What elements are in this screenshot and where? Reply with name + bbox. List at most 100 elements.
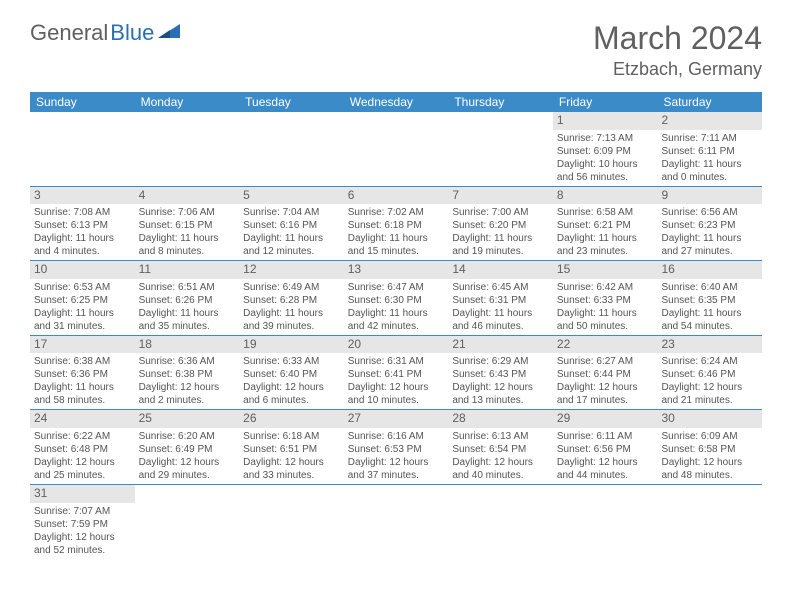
sunset-text: Sunset: 6:49 PM bbox=[139, 443, 236, 456]
daylight2-text: and 13 minutes. bbox=[452, 394, 549, 407]
day-info: Sunrise: 7:13 AMSunset: 6:09 PMDaylight:… bbox=[557, 132, 654, 184]
sunrise-text: Sunrise: 6:27 AM bbox=[557, 355, 654, 368]
day-number: 30 bbox=[657, 410, 762, 428]
day-header: Monday bbox=[135, 92, 240, 112]
day-number: 19 bbox=[239, 336, 344, 354]
day-number: 8 bbox=[553, 187, 658, 205]
sunrise-text: Sunrise: 6:47 AM bbox=[348, 281, 445, 294]
location: Etzbach, Germany bbox=[593, 59, 762, 80]
daylight2-text: and 42 minutes. bbox=[348, 320, 445, 333]
daylight1-text: Daylight: 11 hours bbox=[452, 232, 549, 245]
page-header: General Blue March 2024 Etzbach, Germany bbox=[30, 20, 762, 80]
day-cell: 4Sunrise: 7:06 AMSunset: 6:15 PMDaylight… bbox=[135, 187, 240, 261]
day-info: Sunrise: 6:51 AMSunset: 6:26 PMDaylight:… bbox=[139, 281, 236, 333]
day-info: Sunrise: 6:16 AMSunset: 6:53 PMDaylight:… bbox=[348, 430, 445, 482]
sunset-text: Sunset: 6:20 PM bbox=[452, 219, 549, 232]
day-cell: 12Sunrise: 6:49 AMSunset: 6:28 PMDayligh… bbox=[239, 261, 344, 335]
week-row: 3Sunrise: 7:08 AMSunset: 6:13 PMDaylight… bbox=[30, 187, 762, 262]
sunset-text: Sunset: 6:51 PM bbox=[243, 443, 340, 456]
day-cell: 29Sunrise: 6:11 AMSunset: 6:56 PMDayligh… bbox=[553, 410, 658, 484]
day-cell: 23Sunrise: 6:24 AMSunset: 6:46 PMDayligh… bbox=[657, 336, 762, 410]
day-header: Friday bbox=[553, 92, 658, 112]
sunrise-text: Sunrise: 7:13 AM bbox=[557, 132, 654, 145]
sunrise-text: Sunrise: 6:11 AM bbox=[557, 430, 654, 443]
day-info: Sunrise: 6:09 AMSunset: 6:58 PMDaylight:… bbox=[661, 430, 758, 482]
day-cell: 13Sunrise: 6:47 AMSunset: 6:30 PMDayligh… bbox=[344, 261, 449, 335]
daylight1-text: Daylight: 12 hours bbox=[452, 381, 549, 394]
day-info: Sunrise: 6:20 AMSunset: 6:49 PMDaylight:… bbox=[139, 430, 236, 482]
sunset-text: Sunset: 6:23 PM bbox=[661, 219, 758, 232]
daylight1-text: Daylight: 12 hours bbox=[139, 381, 236, 394]
day-number: 6 bbox=[344, 187, 449, 205]
day-cell bbox=[448, 485, 553, 559]
day-info: Sunrise: 6:18 AMSunset: 6:51 PMDaylight:… bbox=[243, 430, 340, 482]
sunset-text: Sunset: 6:15 PM bbox=[139, 219, 236, 232]
daylight1-text: Daylight: 12 hours bbox=[243, 381, 340, 394]
daylight1-text: Daylight: 11 hours bbox=[557, 307, 654, 320]
day-cell: 19Sunrise: 6:33 AMSunset: 6:40 PMDayligh… bbox=[239, 336, 344, 410]
sunrise-text: Sunrise: 6:36 AM bbox=[139, 355, 236, 368]
sunrise-text: Sunrise: 6:49 AM bbox=[243, 281, 340, 294]
sunset-text: Sunset: 6:31 PM bbox=[452, 294, 549, 307]
day-number: 2 bbox=[657, 112, 762, 130]
day-info: Sunrise: 6:58 AMSunset: 6:21 PMDaylight:… bbox=[557, 206, 654, 258]
daylight1-text: Daylight: 12 hours bbox=[34, 531, 131, 544]
sunrise-text: Sunrise: 6:33 AM bbox=[243, 355, 340, 368]
daylight2-text: and 6 minutes. bbox=[243, 394, 340, 407]
day-number: 15 bbox=[553, 261, 658, 279]
day-info: Sunrise: 6:11 AMSunset: 6:56 PMDaylight:… bbox=[557, 430, 654, 482]
daylight1-text: Daylight: 11 hours bbox=[139, 232, 236, 245]
daylight1-text: Daylight: 11 hours bbox=[661, 158, 758, 171]
sunset-text: Sunset: 6:48 PM bbox=[34, 443, 131, 456]
day-info: Sunrise: 6:31 AMSunset: 6:41 PMDaylight:… bbox=[348, 355, 445, 407]
sunrise-text: Sunrise: 6:51 AM bbox=[139, 281, 236, 294]
day-number: 10 bbox=[30, 261, 135, 279]
day-number: 11 bbox=[135, 261, 240, 279]
calendar-grid: SundayMondayTuesdayWednesdayThursdayFrid… bbox=[30, 92, 762, 559]
day-cell: 25Sunrise: 6:20 AMSunset: 6:49 PMDayligh… bbox=[135, 410, 240, 484]
sunrise-text: Sunrise: 6:18 AM bbox=[243, 430, 340, 443]
day-number: 5 bbox=[239, 187, 344, 205]
calendar-page: General Blue March 2024 Etzbach, Germany… bbox=[0, 0, 792, 579]
sunset-text: Sunset: 6:21 PM bbox=[557, 219, 654, 232]
logo-text-general: General bbox=[30, 20, 108, 46]
week-row: 24Sunrise: 6:22 AMSunset: 6:48 PMDayligh… bbox=[30, 410, 762, 485]
daylight2-text: and 0 minutes. bbox=[661, 171, 758, 184]
day-cell bbox=[344, 112, 449, 186]
daylight2-text: and 8 minutes. bbox=[139, 245, 236, 258]
day-info: Sunrise: 6:22 AMSunset: 6:48 PMDaylight:… bbox=[34, 430, 131, 482]
day-number: 12 bbox=[239, 261, 344, 279]
day-number: 14 bbox=[448, 261, 553, 279]
sunrise-text: Sunrise: 7:06 AM bbox=[139, 206, 236, 219]
daylight2-text: and 48 minutes. bbox=[661, 469, 758, 482]
sunrise-text: Sunrise: 6:24 AM bbox=[661, 355, 758, 368]
day-number: 22 bbox=[553, 336, 658, 354]
sunset-text: Sunset: 6:53 PM bbox=[348, 443, 445, 456]
daylight1-text: Daylight: 12 hours bbox=[661, 456, 758, 469]
daylight1-text: Daylight: 11 hours bbox=[661, 232, 758, 245]
day-cell bbox=[239, 485, 344, 559]
day-number: 4 bbox=[135, 187, 240, 205]
sunset-text: Sunset: 6:13 PM bbox=[34, 219, 131, 232]
daylight2-text: and 39 minutes. bbox=[243, 320, 340, 333]
day-info: Sunrise: 7:06 AMSunset: 6:15 PMDaylight:… bbox=[139, 206, 236, 258]
day-cell: 7Sunrise: 7:00 AMSunset: 6:20 PMDaylight… bbox=[448, 187, 553, 261]
sunrise-text: Sunrise: 6:16 AM bbox=[348, 430, 445, 443]
sunset-text: Sunset: 6:43 PM bbox=[452, 368, 549, 381]
week-row: 17Sunrise: 6:38 AMSunset: 6:36 PMDayligh… bbox=[30, 336, 762, 411]
daylight1-text: Daylight: 12 hours bbox=[557, 381, 654, 394]
daylight1-text: Daylight: 12 hours bbox=[661, 381, 758, 394]
day-cell: 24Sunrise: 6:22 AMSunset: 6:48 PMDayligh… bbox=[30, 410, 135, 484]
daylight1-text: Daylight: 12 hours bbox=[557, 456, 654, 469]
sunset-text: Sunset: 6:44 PM bbox=[557, 368, 654, 381]
sunset-text: Sunset: 6:35 PM bbox=[661, 294, 758, 307]
day-number: 20 bbox=[344, 336, 449, 354]
sunrise-text: Sunrise: 7:02 AM bbox=[348, 206, 445, 219]
day-info: Sunrise: 6:13 AMSunset: 6:54 PMDaylight:… bbox=[452, 430, 549, 482]
day-number: 23 bbox=[657, 336, 762, 354]
daylight2-text: and 37 minutes. bbox=[348, 469, 445, 482]
daylight2-text: and 35 minutes. bbox=[139, 320, 236, 333]
sunset-text: Sunset: 6:46 PM bbox=[661, 368, 758, 381]
daylight1-text: Daylight: 12 hours bbox=[348, 381, 445, 394]
day-cell bbox=[657, 485, 762, 559]
